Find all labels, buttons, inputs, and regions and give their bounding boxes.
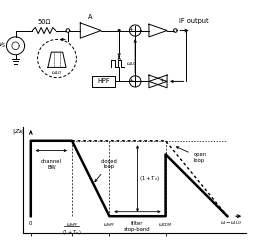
Text: open
loop: open loop (176, 147, 207, 163)
Text: $\omega_{HPF}$: $\omega_{HPF}$ (103, 222, 116, 229)
Polygon shape (118, 29, 121, 32)
Text: $(1+T_o)$: $(1+T_o)$ (139, 174, 160, 183)
Text: filter
stop-band: filter stop-band (124, 222, 151, 232)
Text: IF output: IF output (179, 18, 208, 24)
Text: A: A (88, 14, 93, 20)
Text: $\omega_{LO}$: $\omega_{LO}$ (51, 69, 63, 77)
Text: +: + (128, 27, 133, 32)
Text: +: + (128, 78, 133, 83)
Text: $\omega_{HPF}$: $\omega_{HPF}$ (66, 222, 78, 229)
Text: +: + (159, 78, 164, 83)
Text: $v_S$: $v_S$ (0, 41, 7, 50)
Text: $\omega_{DOM}$: $\omega_{DOM}$ (159, 222, 173, 229)
Text: HPF: HPF (97, 78, 110, 84)
Text: channel
BW: channel BW (41, 159, 62, 170)
Bar (92, 76, 115, 87)
Text: closed
loop: closed loop (95, 159, 118, 182)
Text: $(1+T_o)$: $(1+T_o)$ (62, 228, 82, 237)
Text: 50Ω: 50Ω (37, 19, 51, 25)
Text: $|Z_A|$: $|Z_A|$ (12, 127, 25, 136)
Text: $\omega_{LO}$: $\omega_{LO}$ (126, 60, 137, 67)
Text: $\omega - \omega_{LO}$: $\omega - \omega_{LO}$ (220, 219, 242, 227)
Text: 0: 0 (29, 222, 32, 227)
